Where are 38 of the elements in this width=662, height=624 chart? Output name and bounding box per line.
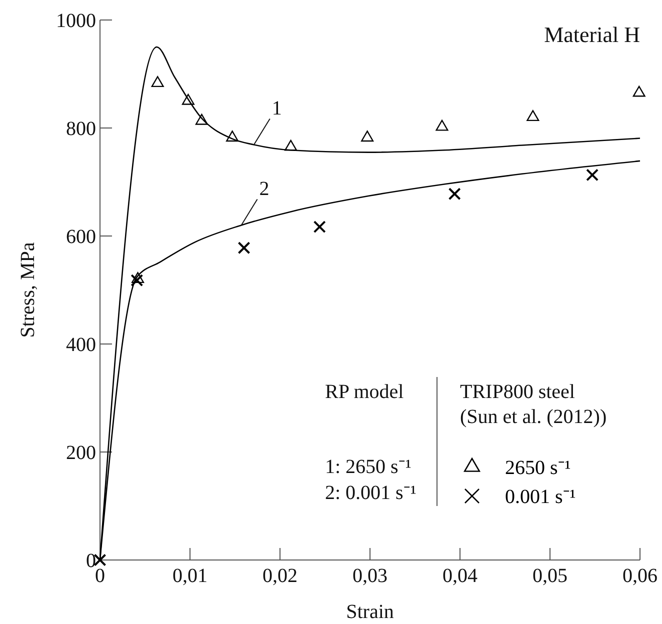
point: [195, 114, 208, 125]
point: [313, 220, 326, 234]
point: [132, 272, 144, 284]
x-tick-label: 0,05: [532, 565, 568, 588]
point: [586, 168, 599, 182]
y-tick-label: 800: [66, 118, 96, 140]
x-tick-label: 0,04: [442, 565, 478, 588]
legend-label: 0.001 s⁻¹: [505, 486, 576, 508]
x-axis-title: Strain: [346, 601, 394, 623]
point: [130, 274, 144, 287]
y-axis-title: Stress, MPa: [17, 242, 39, 338]
annotation: 1: 2650 s⁻¹: [325, 456, 412, 478]
point: [226, 130, 239, 142]
x-tick-label: 0,03: [352, 565, 388, 588]
point: [526, 110, 540, 122]
point: [284, 140, 298, 151]
legend-label: 2650 s⁻¹: [505, 457, 571, 479]
point: [238, 242, 250, 254]
x-tick-label: 0,01: [172, 565, 208, 588]
annotation: TRIP800 steel (Sun et al. (2012)): [460, 381, 607, 428]
y-tick-label: 0: [86, 550, 96, 572]
y-tick-label: 600: [66, 226, 96, 248]
annotation: 2: 0.001 s⁻¹: [325, 482, 416, 504]
annotation: 2: [259, 178, 270, 200]
chart-title: Material H: [544, 22, 640, 47]
y-tick-label: 1000: [56, 10, 96, 32]
annotation: 1: [272, 98, 282, 120]
point: [151, 76, 164, 88]
y-tick-label: 200: [66, 442, 96, 464]
annotation: RP model: [325, 381, 404, 403]
x-tick-label: 0,02: [262, 565, 298, 588]
y-tick-label: 400: [66, 334, 96, 356]
x-tick-label: 0,06: [622, 565, 658, 588]
point: [436, 120, 448, 131]
point: [632, 86, 646, 97]
point: [361, 130, 374, 142]
point: [182, 94, 194, 105]
point: [448, 188, 461, 200]
